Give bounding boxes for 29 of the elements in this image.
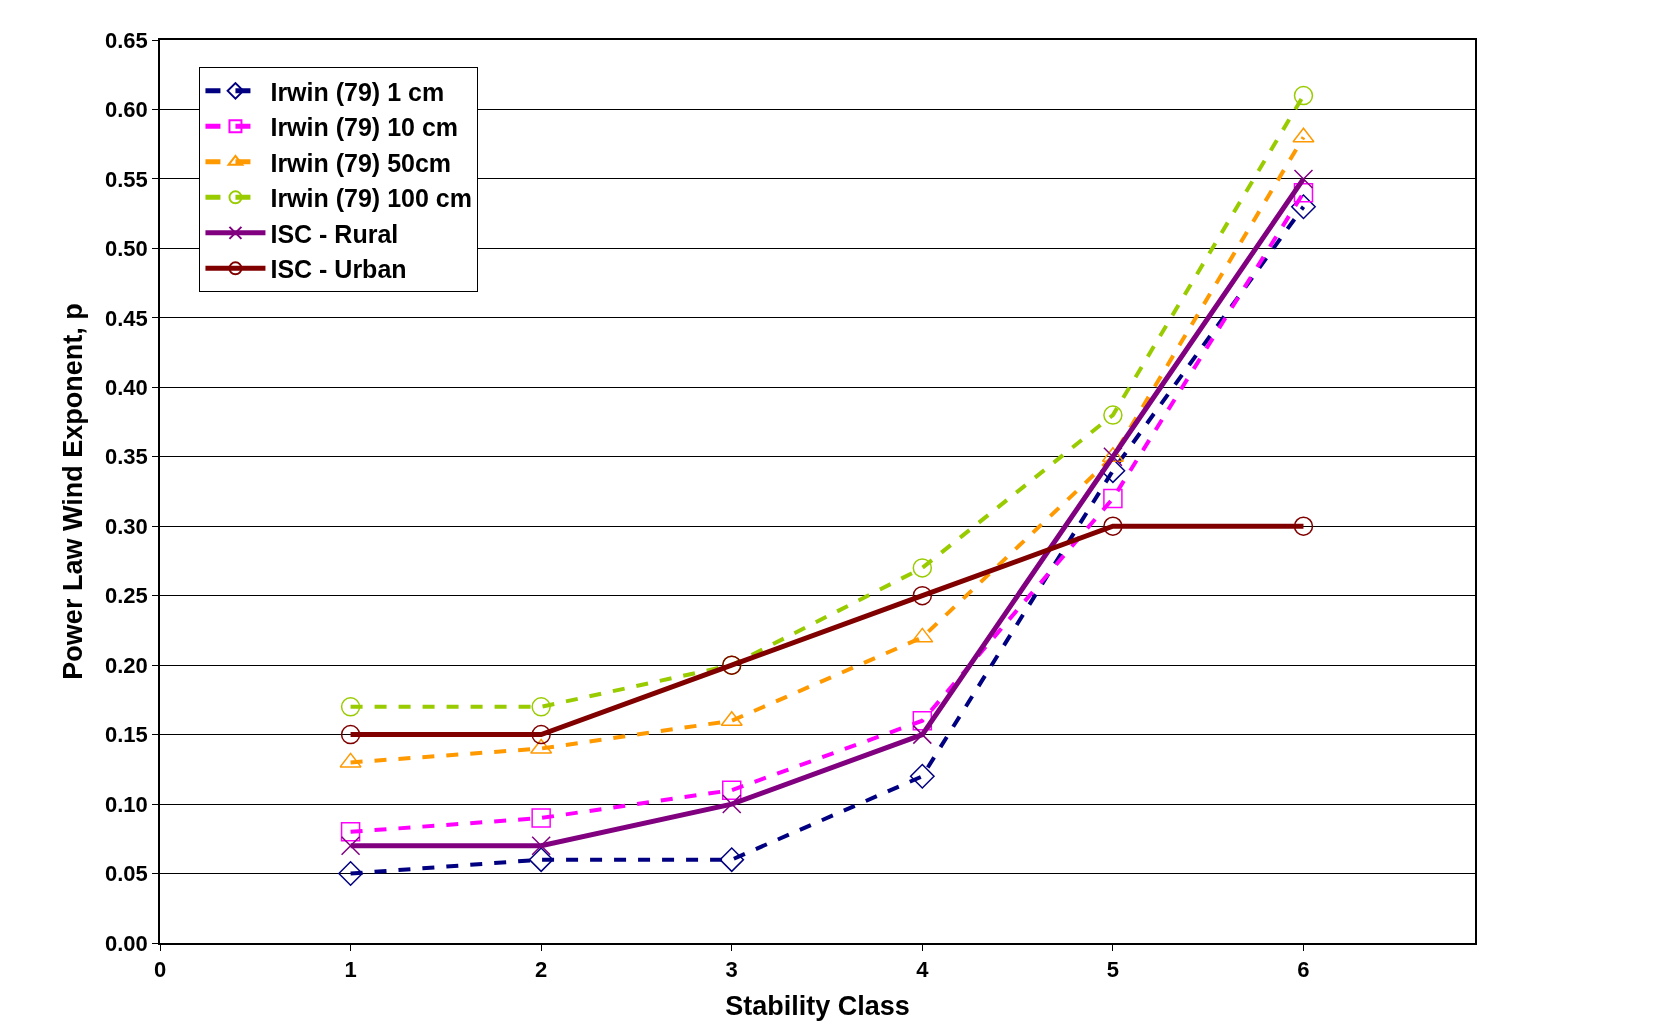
legend-label: Irwin (79) 100 cm bbox=[270, 184, 472, 213]
y-tick-label: 0.05 bbox=[105, 861, 148, 887]
y-tick-label: 0.60 bbox=[105, 97, 148, 123]
legend-label: Irwin (79) 10 cm bbox=[270, 113, 459, 142]
y-tick-label: 0.35 bbox=[105, 444, 148, 470]
x-axis-title: Stability Class bbox=[725, 991, 910, 1022]
x-tick-label: 3 bbox=[725, 957, 738, 983]
y-tick-label: 0.00 bbox=[105, 930, 148, 956]
x-tick-label: 5 bbox=[1106, 957, 1120, 983]
y-tick-label: 0.15 bbox=[105, 722, 148, 748]
y-tick-label: 0.10 bbox=[105, 791, 148, 817]
y-tick-label: 0.55 bbox=[105, 166, 148, 192]
y-tick-label: 0.65 bbox=[105, 27, 148, 53]
x-tick-label: 1 bbox=[344, 957, 357, 983]
x-tick-label: 4 bbox=[916, 957, 930, 983]
legend-label: ISC - Urban bbox=[270, 255, 407, 284]
y-tick-label: 0.45 bbox=[105, 305, 148, 331]
y-tick-label: 0.30 bbox=[105, 513, 148, 539]
y-tick-label: 0.20 bbox=[105, 652, 148, 678]
x-tick-label: 2 bbox=[535, 957, 548, 983]
y-axis-title: Power Law Wind Exponent, p bbox=[57, 303, 88, 680]
x-tick-label: 6 bbox=[1297, 957, 1310, 983]
legend-label: Irwin (79) 1 cm bbox=[270, 77, 445, 106]
x-tick-label: 0 bbox=[153, 957, 167, 983]
y-tick-label: 0.25 bbox=[105, 583, 148, 609]
y-tick-label: 0.50 bbox=[105, 236, 148, 262]
legend-label: ISC - Rural bbox=[270, 219, 399, 248]
legend-label: Irwin (79) 50cm bbox=[270, 148, 452, 177]
y-tick-label: 0.40 bbox=[105, 375, 148, 401]
